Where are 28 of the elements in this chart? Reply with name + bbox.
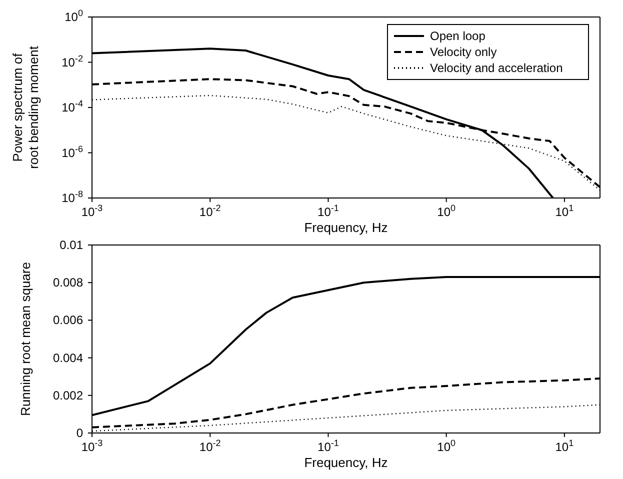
y-tick-label: 0.006 <box>52 313 84 328</box>
x-tick-label: 10$^{-2}$ <box>199 203 221 219</box>
y-tick-label: 10$^{-2}$ <box>62 53 83 70</box>
x-axis-title: Frequency, Hz <box>304 220 388 235</box>
x-tick-label: 10$^{-1}$ <box>318 438 339 454</box>
y-axis-title: Power spectrum of root bending moment <box>10 46 41 169</box>
y-tick-label: 0.008 <box>52 276 84 290</box>
y-tick-label: 10$^{-8}$ <box>62 189 83 205</box>
y-tick-label: 10$^{-4}$ <box>62 98 83 114</box>
y-tick-label: 10$^{0}$ <box>64 8 83 24</box>
x-tick-label: 10$^{0}$ <box>437 438 456 454</box>
legend-label: Velocity only <box>430 45 497 59</box>
x-axis-title: Frequency, Hz <box>304 455 388 470</box>
y-tick-label: 0 <box>76 426 84 440</box>
x-tick-label: 10$^{-1}$ <box>318 203 339 219</box>
y-tick-label: 0.002 <box>52 388 84 402</box>
y-tick-label: 0.01 <box>60 238 84 252</box>
y-axis-title: Running root mean square <box>18 262 33 416</box>
y-tick-label: 0.004 <box>52 350 84 365</box>
x-tick-label: 10$^{-3}$ <box>81 438 103 454</box>
y-tick-label: 10$^{-6}$ <box>62 144 83 160</box>
x-tick-label: 10$^{0}$ <box>437 203 456 219</box>
legend-label: Open loop <box>430 29 486 43</box>
x-tick-label: 10$^{1}$ <box>555 438 574 454</box>
x-tick-label: 10$^{1}$ <box>555 203 574 219</box>
x-tick-label: 10$^{-3}$ <box>81 203 103 219</box>
legend-label: Velocity and acceleration <box>430 61 563 75</box>
x-tick-label: 10$^{-2}$ <box>199 438 221 454</box>
